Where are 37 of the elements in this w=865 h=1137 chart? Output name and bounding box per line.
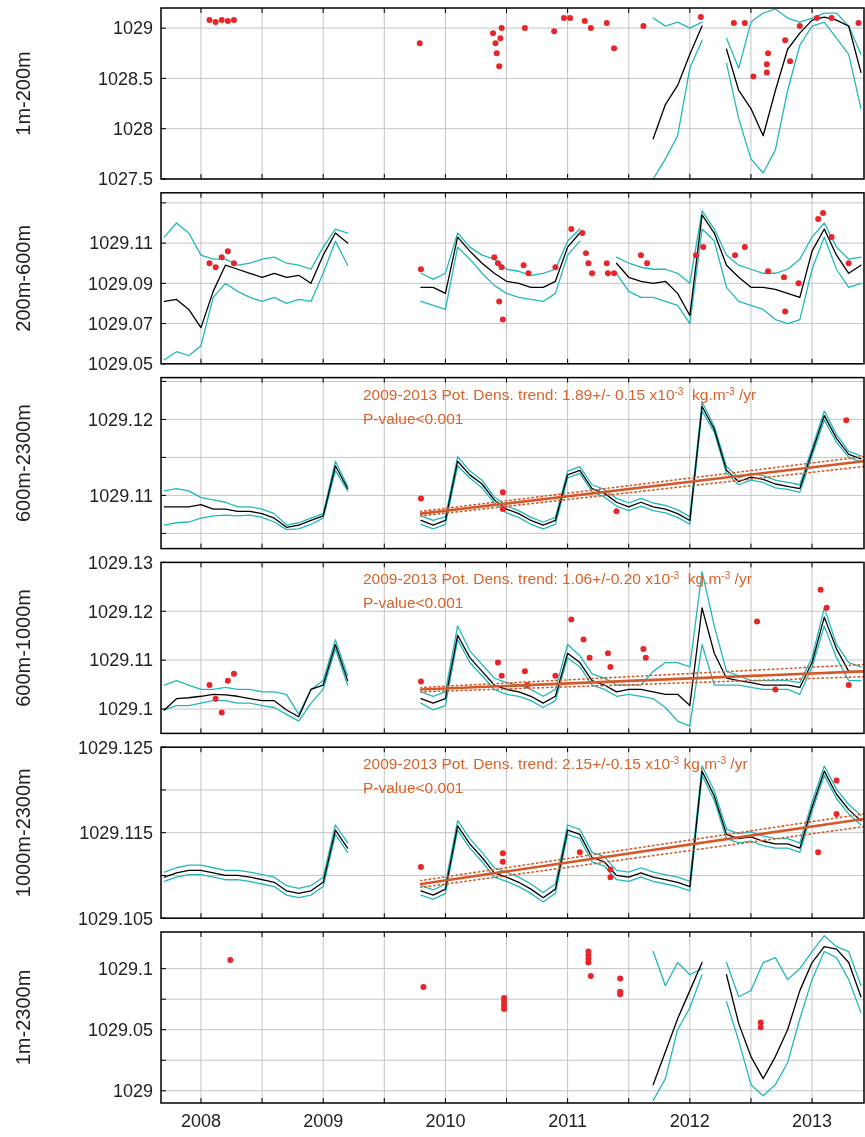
x-tick-label: 2012 <box>669 1111 710 1131</box>
y-tick-label: 1029.1 <box>97 958 153 979</box>
x-tick-label: 2011 <box>548 1111 587 1131</box>
annotation: 2009-2013 Pot. Dens. trend: 2.15+/-0.15 x10$^{-3}$ kg.m$^{-3}$ /yr <box>363 754 748 773</box>
annotation: P-value<0.001 <box>363 779 464 797</box>
y-tick-label: 1028.5 <box>97 68 153 89</box>
y-tick-label: 1029.125 <box>77 737 153 758</box>
annotation: P-value<0.001 <box>363 594 464 612</box>
y-tick-label: 1029.05 <box>87 1020 153 1041</box>
y-tick-label: 1029.11 <box>89 233 153 254</box>
y-tick-label: 1029.105 <box>77 908 153 929</box>
y-tick-label: 1029.11 <box>89 485 153 506</box>
x-tick-label: 2008 <box>180 1111 221 1131</box>
y-axis-title: 1m-2300m <box>12 969 34 1066</box>
y-tick-label: 1029.09 <box>87 273 153 294</box>
y-tick-label: 1029.11 <box>89 650 153 671</box>
y-tick-label: 1029 <box>112 1081 153 1102</box>
y-tick-label: 1029.07 <box>87 313 153 334</box>
x-tick-label: 2010 <box>425 1111 466 1131</box>
y-axis-title: 1m-200m <box>12 51 34 136</box>
y-tick-label: 1029.12 <box>87 601 153 622</box>
y-tick-label: 1027.5 <box>97 169 153 190</box>
y-tick-label: 1029.13 <box>87 552 153 573</box>
annotation: P-value<0.001 <box>363 409 464 427</box>
y-axis-title: 1000m-2300m <box>12 768 34 898</box>
y-axis-title: 200m-600m <box>12 224 34 332</box>
x-tick-label: 2009 <box>303 1111 344 1131</box>
y-axis-title: 600m-1000m <box>12 588 34 707</box>
y-tick-label: 1029 <box>112 18 153 39</box>
x-tick-label: 2013 <box>792 1111 833 1131</box>
y-tick-label: 1029.05 <box>87 354 153 375</box>
y-tick-label: 1029.1 <box>97 699 153 720</box>
y-axis-title: 600m-2300m <box>12 404 34 523</box>
y-tick-label: 1029.115 <box>79 823 153 843</box>
y-tick-label: 1028 <box>112 119 153 140</box>
y-tick-label: 1029.12 <box>87 409 153 430</box>
annotation: 2009-2013 Pot. Dens. trend: 1.89+/- 0.15 x10$^{-3}$ kg.m$^{-3}$ /yr <box>363 385 757 403</box>
